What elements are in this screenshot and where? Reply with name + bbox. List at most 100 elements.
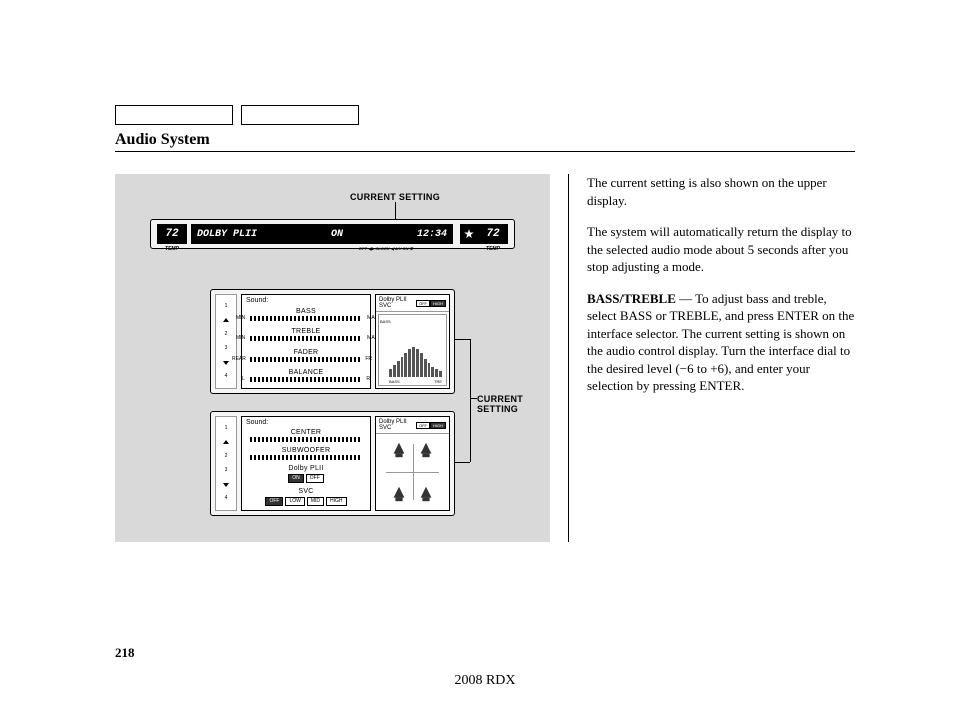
arrow-up-icon xyxy=(223,318,229,322)
toggle-row: ONOFF xyxy=(288,474,324,483)
seat-icon xyxy=(390,440,408,460)
toggle-row: OFFLOWMIDHIGH xyxy=(265,497,346,506)
toggle-option: HIGH xyxy=(326,497,347,506)
eq-bar xyxy=(439,371,442,377)
header-tab-boxes xyxy=(115,105,855,125)
sound-row: SVC OFFLOWMIDHIGH xyxy=(250,488,362,506)
blank-tab-1 xyxy=(115,105,233,125)
toggle-high: HIGH xyxy=(430,300,446,307)
mini-toggle: OFF HIGH xyxy=(416,422,446,429)
toggle-option: LOW xyxy=(285,497,304,506)
eq-bar xyxy=(404,353,407,377)
sound-panel-1-mid: Sound: BASS TREBLE FADER BALANCE xyxy=(241,294,371,389)
seat-icon xyxy=(417,484,435,504)
eq-axis-br: TRE xyxy=(434,379,442,384)
label-current-setting-top: CURRENT SETTING xyxy=(350,192,440,202)
arrow-down-icon xyxy=(223,483,229,487)
manual-page: Audio System CURRENT SETTING 72 TEMP DOL… xyxy=(115,105,855,542)
eq-bar xyxy=(397,361,400,377)
fan-icon xyxy=(460,224,478,244)
toggle-high: HIGH xyxy=(430,422,446,429)
seat-icon xyxy=(390,484,408,504)
upper-display: 72 TEMP DOLBY PLII ON 12:34 RPT ◀▶ CLOCK… xyxy=(150,219,515,249)
eq-bar xyxy=(393,365,396,377)
speaker-diagram xyxy=(378,436,447,508)
eq-bar xyxy=(401,357,404,377)
toggle-option: OFF xyxy=(306,474,324,483)
toggle-option: ON xyxy=(288,474,304,483)
eq-bar xyxy=(389,369,392,377)
temp-right-value: 72 xyxy=(486,228,499,240)
sound-row: FADER xyxy=(250,349,362,362)
eq-bar xyxy=(416,349,419,377)
panel-title: Sound: xyxy=(242,417,370,426)
toggle-option: OFF xyxy=(265,497,283,506)
sound-panel-2: 1 2 3 4 Sound: CENTER SUBWOOFER Dolby PLII… xyxy=(210,411,455,516)
arrow-down-icon xyxy=(223,361,229,365)
upper-display-clock: 12:34 xyxy=(417,229,447,240)
sound-row: Dolby PLII ONOFF xyxy=(250,465,362,483)
text-column: The current setting is also shown on the… xyxy=(568,174,855,542)
leader-line xyxy=(470,398,477,399)
sound-row: BALANCE xyxy=(250,369,362,382)
paragraph-2: The system will automatically return the… xyxy=(587,223,855,276)
selector-wheel: 1 2 3 4 xyxy=(215,294,237,389)
temp-label: TEMP xyxy=(157,246,187,252)
page-number: 218 xyxy=(115,645,135,661)
level-bar xyxy=(250,377,362,382)
selector-wheel: 1 2 3 4 xyxy=(215,416,237,511)
toggle-option: MID xyxy=(307,497,324,506)
eq-bar xyxy=(408,349,411,377)
sound-row-label: CENTER xyxy=(291,429,322,436)
temp-readout-left: 72 TEMP xyxy=(157,224,187,244)
level-bar xyxy=(250,455,362,460)
label-current-setting-right: CURRENT SETTING xyxy=(477,394,550,414)
eq-bar xyxy=(420,353,423,377)
upper-display-main: DOLBY PLII ON 12:34 RPT ◀▶ CLOCK ◀ A/V O… xyxy=(191,224,453,244)
sound-row: BASS xyxy=(250,308,362,321)
paragraph-1: The current setting is also shown on the… xyxy=(587,174,855,209)
sound-row-label: SVC xyxy=(298,488,313,495)
sound-panel-2-mid: Sound: CENTERSUBWOOFERDolby PLIIONOFFSVC… xyxy=(241,416,371,511)
vehicle-model: 2008 RDX xyxy=(115,673,855,689)
sound-row: TREBLE xyxy=(250,328,362,341)
upper-display-mode: DOLBY PLII xyxy=(197,229,257,240)
blank-tab-2 xyxy=(241,105,359,125)
toggle-off: OFF xyxy=(416,422,430,429)
temp-left-value: 72 xyxy=(165,228,178,240)
level-bar xyxy=(250,357,362,362)
sound-row-label: BALANCE xyxy=(289,369,324,376)
leader-line xyxy=(470,339,471,462)
sound-panel-1-right: Dolby PLII SVC OFF HIGH BASS BASS xyxy=(375,294,450,389)
sound-row-label: BASS xyxy=(296,308,316,315)
sound-row-label: TREBLE xyxy=(291,328,320,335)
eq-bar xyxy=(424,359,427,377)
sound-panel-1: 1 2 3 4 Sound: BASS TREBLE FADER BALANCE Do… xyxy=(210,289,455,394)
panel-title: Sound: xyxy=(242,295,370,304)
eq-graph: BASS BASS TRE xyxy=(378,314,447,386)
toggle-off: OFF xyxy=(416,300,430,307)
eq-axis-left: BASS xyxy=(380,319,391,324)
eq-bar xyxy=(412,347,415,377)
sound-row: SUBWOOFER xyxy=(250,447,362,460)
eq-bar xyxy=(435,369,438,377)
sound-row-label: Dolby PLII xyxy=(288,465,323,472)
level-bar xyxy=(250,336,362,341)
paragraph-3: BASS/TREBLE — To adjust bass and treble,… xyxy=(587,290,855,395)
leader-line xyxy=(455,339,470,340)
right-head-l2: SVC xyxy=(379,425,407,431)
sound-panel-2-right: Dolby PLII SVC OFF HIGH xyxy=(375,416,450,511)
temp-readout-right: 72 TEMP xyxy=(478,224,508,244)
leader-line xyxy=(455,462,470,463)
level-bar xyxy=(250,316,362,321)
level-bar xyxy=(250,437,362,442)
eq-bar xyxy=(431,367,434,377)
upper-display-subtext: RPT ◀▶ CLOCK ◀ A/V ON ✱ xyxy=(359,246,413,251)
temp-label: TEMP xyxy=(478,246,508,252)
seat-icon xyxy=(417,440,435,460)
mini-toggle: OFF HIGH xyxy=(416,300,446,307)
right-head-l2: SVC xyxy=(379,303,407,309)
paragraph-3-body: — To adjust bass and treble, select BASS… xyxy=(587,291,854,394)
figure-panel: CURRENT SETTING 72 TEMP DOLBY PLII ON 12… xyxy=(115,174,550,542)
arrow-up-icon xyxy=(223,440,229,444)
